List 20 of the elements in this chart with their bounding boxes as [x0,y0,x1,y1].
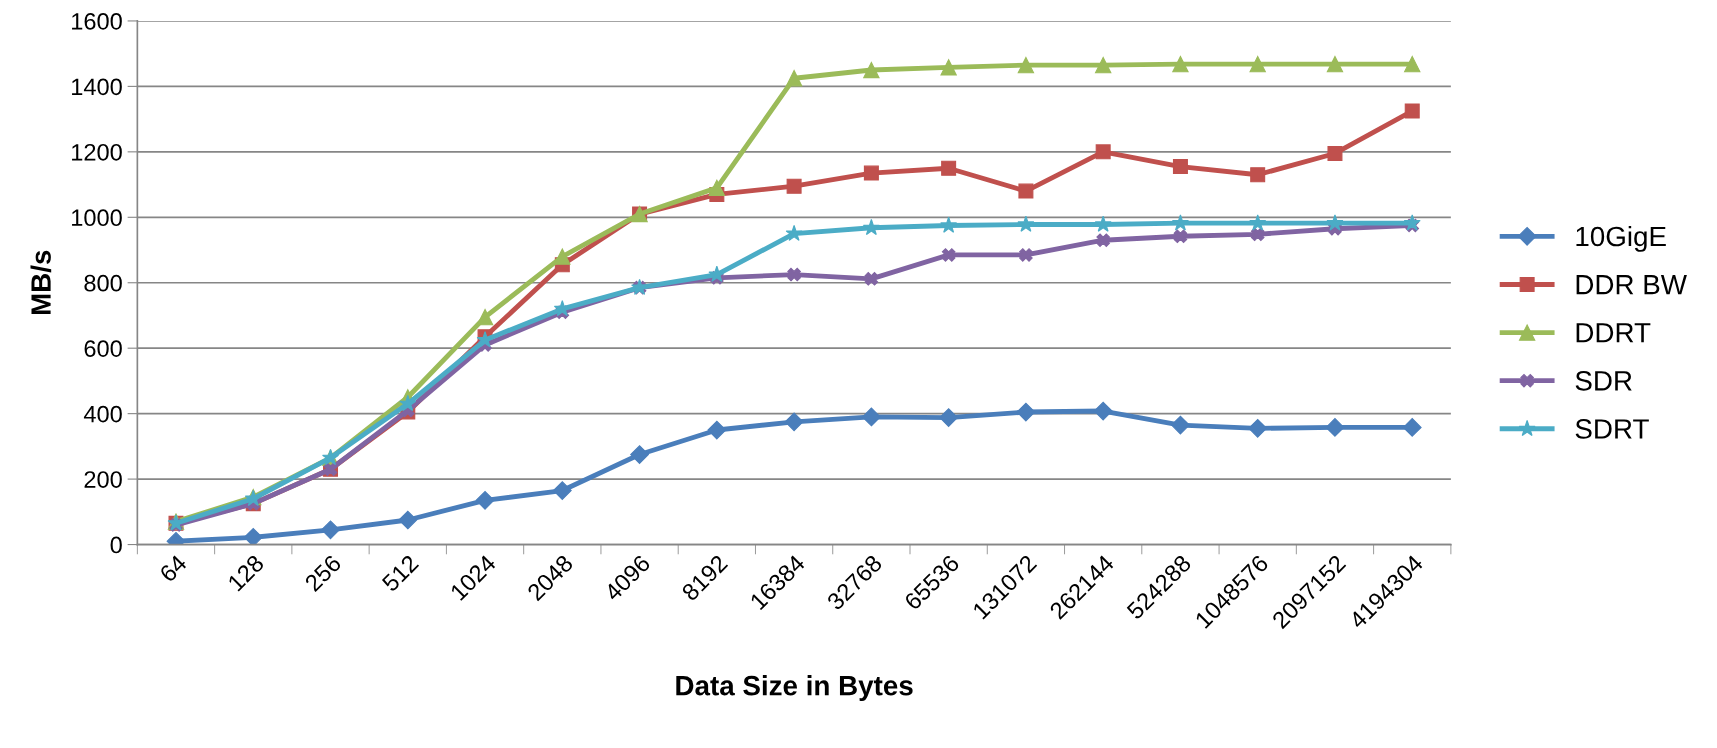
legend-label: 10GigE [1576,225,1666,252]
legend-label: DDR BW [1576,275,1687,295]
y-axis-title: MB/s [30,250,52,315]
y-tick-label: 400 [83,405,122,423]
x-axis-title: Data Size in Bytes [676,675,913,701]
y-tick-label: 800 [84,274,122,292]
legend-label: SDRT [1575,419,1649,439]
y-tick-label: 200 [84,471,122,488]
y-tick-label: 0 [110,536,122,554]
x-tick-label: 64 [158,553,188,583]
y-tick-label: 1400 [72,78,122,96]
legend-label: DDRT [1576,323,1651,343]
x-tick-label: 512 [381,554,420,593]
legend-label: SDR [1575,371,1632,391]
y-tick-label: 1000 [72,209,122,227]
x-tick-label: 256 [303,554,343,593]
y-tick-label: 1200 [72,143,122,161]
y-tick-label: 1600 [72,13,122,30]
x-tick-label: 128 [227,554,265,592]
y-tick-label: 600 [84,340,122,357]
